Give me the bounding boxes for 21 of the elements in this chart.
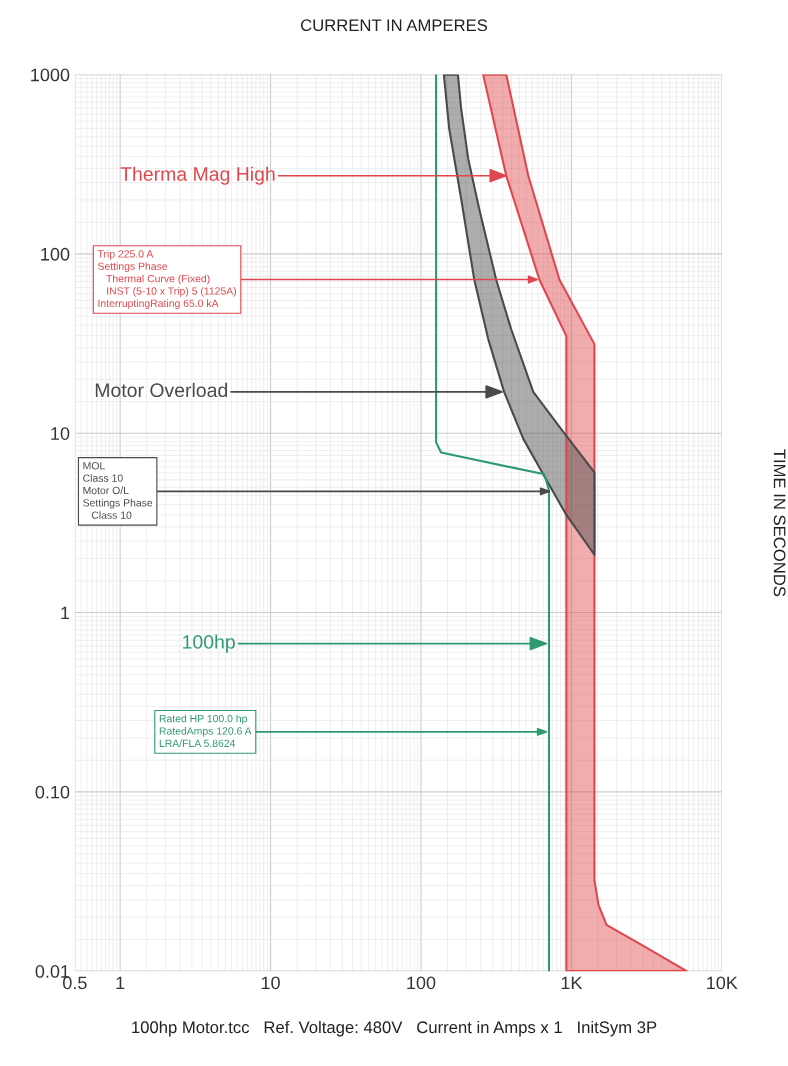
annotation: MOL Class 10 Motor O/L Settings Phase Class 10 xyxy=(83,462,153,519)
y-tick-label: 1 xyxy=(61,606,70,620)
y-tick-label: 0.01 xyxy=(35,965,70,978)
annotation: Trip 225.0 A Settings Phase Thermal Curve (Fixed) INST (5-10 x Trip) 5 (1125A) InterruptingRating 65.0 kA xyxy=(97,249,236,310)
y-axis-title: TIME IN SECONDS xyxy=(773,449,786,597)
y-tick-label: 100 xyxy=(41,247,70,261)
x-tick-label: 1K xyxy=(561,976,583,990)
x-tick-label: 10K xyxy=(707,976,738,990)
text: 100hp Motor.tcc Ref. Voltage: 480V Current in Amps x 1 InitSym 3P xyxy=(132,1020,657,1037)
x-tick-label: 1 xyxy=(116,976,125,990)
y-tick-label: 1000 xyxy=(31,68,70,82)
annotation: Motor Overload xyxy=(95,382,228,398)
y-tick-label: 10 xyxy=(51,427,70,440)
x-tick-label: 100 xyxy=(407,976,436,990)
annotation: Therma Mag High xyxy=(120,166,275,185)
chart-title: CURRENT IN AMPERES xyxy=(300,19,488,32)
y-tick-label: 0.10 xyxy=(35,785,70,799)
annotation: Rated HP 100.0 hp RatedAmps 120.6 A LRA/FLA 5.8624 xyxy=(159,714,252,748)
x-tick-label: 0.5 xyxy=(63,976,87,990)
annotation: 100hp xyxy=(183,634,235,653)
x-tick-label: 10 xyxy=(261,976,280,990)
